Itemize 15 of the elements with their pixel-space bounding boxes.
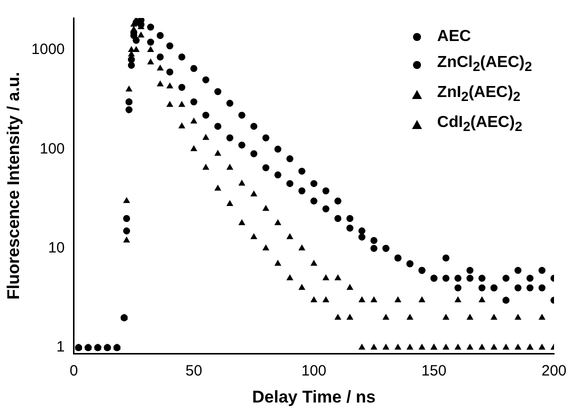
x-tick-label: 100 <box>301 362 326 380</box>
x-tick-label: 200 <box>541 362 567 380</box>
x-tick-label: 50 <box>185 362 202 380</box>
y-tick-label: 100 <box>40 140 65 158</box>
y-tick-label: 10 <box>48 240 65 257</box>
y-axis-title: Fluorescence Intensity / a.u. <box>4 72 23 300</box>
x-axis-title: Delay Time / ns <box>252 387 376 406</box>
y-tick-label: 1 <box>56 338 65 356</box>
legend-label: AEC <box>437 27 471 47</box>
legend-label: ZnI$_{2}$(AEC)$_{2}$ <box>437 83 520 106</box>
y-tick-label: 1000 <box>31 41 65 58</box>
x-tick-label: 150 <box>421 362 446 380</box>
legend-label: ZnCl$_{2}$(AEC)$_{2}$ <box>437 53 532 76</box>
legend-label: CdI$_{2}$(AEC)$_{2}$ <box>437 113 522 137</box>
x-tick-label: 0 <box>70 362 78 380</box>
